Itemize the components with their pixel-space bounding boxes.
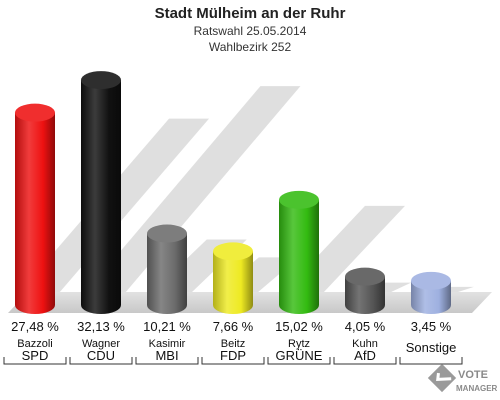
bar-top: [411, 271, 451, 290]
value-label: 3,45 %: [411, 319, 452, 334]
bar-body: [15, 112, 55, 305]
bar-cdu: [81, 71, 121, 314]
chart-subtitle-district: Wahlbezirk 252: [209, 40, 292, 54]
value-label: 7,66 %: [213, 319, 254, 334]
party-label: AfD: [354, 348, 376, 363]
party-label: CDU: [87, 348, 115, 363]
value-label: 32,13 %: [77, 319, 125, 334]
party-bracket: [333, 357, 397, 365]
bar-top: [279, 190, 319, 209]
party-bracket: [3, 357, 67, 365]
party-label: SPD: [22, 348, 49, 363]
candidate-label: Kuhn: [352, 338, 378, 350]
party-label: MBI: [155, 348, 178, 363]
bar-mbi: [147, 224, 187, 314]
party-bracket: [135, 357, 199, 365]
bar-top: [81, 71, 121, 90]
chart-subtitle-date: Ratswahl 25.05.2014: [194, 24, 307, 38]
chart-title: Stadt Mülheim an der Ruhr: [155, 5, 346, 22]
party-bracket: [201, 357, 265, 365]
bar-shadow: [85, 86, 301, 293]
bar-body: [147, 233, 187, 305]
value-label: 27,48 %: [11, 319, 59, 334]
bar-top: [147, 224, 187, 243]
bar-body: [279, 199, 319, 305]
candidate-label: Rytz: [288, 338, 310, 350]
bar-body: [81, 80, 121, 305]
value-label: 15,02 %: [275, 319, 323, 334]
candidate-label: Wagner: [82, 338, 120, 350]
party-label: GRÜNE: [276, 348, 323, 363]
party-bracket: [267, 357, 331, 365]
bar-fdp: [213, 242, 253, 314]
value-label: 4,05 %: [345, 319, 386, 334]
bar-grüne: [279, 190, 319, 314]
value-label: 10,21 %: [143, 319, 191, 334]
logo-text-manager: MANAGER: [456, 384, 498, 393]
bar-top: [345, 267, 385, 286]
bar-top: [213, 242, 253, 261]
vote-manager-logo: VOTE MANAGER: [427, 363, 498, 393]
bar-spd: [15, 103, 55, 314]
party-bracket: [69, 357, 133, 365]
candidate-label: Beitz: [221, 338, 245, 350]
candidate-label: Kasimir: [149, 338, 186, 350]
party-label: Sonstige: [406, 340, 457, 355]
bar-afd: [345, 267, 385, 314]
candidate-label: Bazzoli: [17, 338, 52, 350]
party-bracket: [399, 357, 463, 365]
bars: [15, 71, 451, 314]
party-label: FDP: [220, 348, 246, 363]
bar-sonstige: [411, 271, 451, 314]
logo-text-vote: VOTE: [458, 369, 488, 381]
bar-top: [15, 103, 55, 122]
